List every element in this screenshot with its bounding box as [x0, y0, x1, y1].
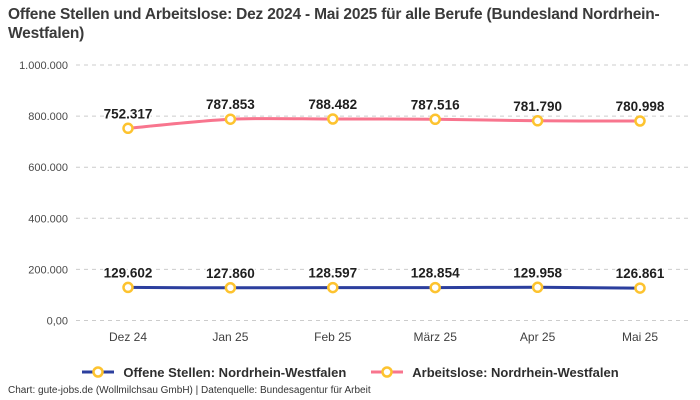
- data-point-marker[interactable]: [531, 115, 544, 127]
- data-point-marker[interactable]: [531, 281, 544, 294]
- x-axis-tick-label: Jan 25: [212, 330, 248, 344]
- data-point-label: 128.854: [411, 266, 460, 281]
- y-axis-tick-label: 200.000: [28, 264, 68, 276]
- x-axis-tick-label: Feb 25: [314, 330, 352, 344]
- legend-swatch-line-icon: [82, 366, 115, 378]
- data-point-marker[interactable]: [327, 113, 339, 125]
- legend-label: Arbeitslose: Nordrhein-Westfalen: [412, 364, 619, 380]
- data-point-label: 126.861: [616, 266, 665, 281]
- chart-source-footer: Chart: gute-jobs.de (Wollmilchsau GmbH) …: [8, 385, 371, 396]
- data-point-label: 128.597: [308, 266, 357, 281]
- data-point-marker[interactable]: [224, 113, 237, 125]
- x-axis-tick-label: März 25: [414, 330, 458, 344]
- x-axis-tick-label: Mai 25: [622, 330, 658, 344]
- series-line-0: [126, 285, 642, 290]
- chart-canvas: 0,00 200.000 400.000 600.000 800.000 1.000.00…: [19, 60, 689, 344]
- data-point-label: 780.998: [616, 99, 665, 114]
- data-point-label: 787.516: [411, 97, 460, 112]
- legend-label: Offene Stellen: Nordrhein-Westfalen: [123, 364, 347, 380]
- data-point-marker[interactable]: [634, 115, 646, 127]
- data-point-marker[interactable]: [634, 282, 646, 294]
- chart-title: Offene Stellen und Arbeitslose: Dez 2024…: [8, 6, 660, 43]
- data-point-label: 752.317: [104, 106, 153, 121]
- y-axis-tick-label: 800.000: [28, 111, 68, 123]
- legend-item-arbeitslose[interactable]: Arbeitslose: Nordrhein-Westfalen: [370, 364, 619, 380]
- data-point-label: 127.860: [206, 266, 255, 281]
- y-axis-tick-label: 600.000: [28, 162, 68, 174]
- data-point-marker[interactable]: [224, 282, 237, 294]
- legend-item-offene-stellen[interactable]: Offene Stellen: Nordrhein-Westfalen: [81, 365, 346, 380]
- x-axis-tick-label: Dez 24: [109, 330, 147, 344]
- y-axis-tick-label: 0,00: [47, 316, 68, 328]
- x-axis-tick-label: Apr 25: [520, 330, 556, 344]
- data-point-label: 781.790: [513, 99, 562, 114]
- data-point-marker[interactable]: [122, 122, 134, 135]
- y-axis-tick-label: 1.000.000: [19, 60, 68, 72]
- data-point-marker[interactable]: [429, 113, 441, 126]
- data-point-marker[interactable]: [429, 281, 441, 294]
- data-point-label: 129.958: [513, 265, 562, 280]
- chart-legend: Offene Stellen: Nordrhein-Westfalen Arbe…: [0, 361, 700, 383]
- data-point-label: 788.482: [308, 97, 357, 112]
- data-point-marker[interactable]: [122, 281, 134, 294]
- data-point-label: 129.602: [104, 265, 153, 280]
- data-point-label: 787.853: [206, 97, 255, 112]
- legend-swatch-line-icon: [371, 366, 404, 378]
- y-axis-tick-label: 400.000: [28, 213, 68, 225]
- series-line-1: [126, 117, 642, 130]
- data-point-marker[interactable]: [327, 281, 339, 294]
